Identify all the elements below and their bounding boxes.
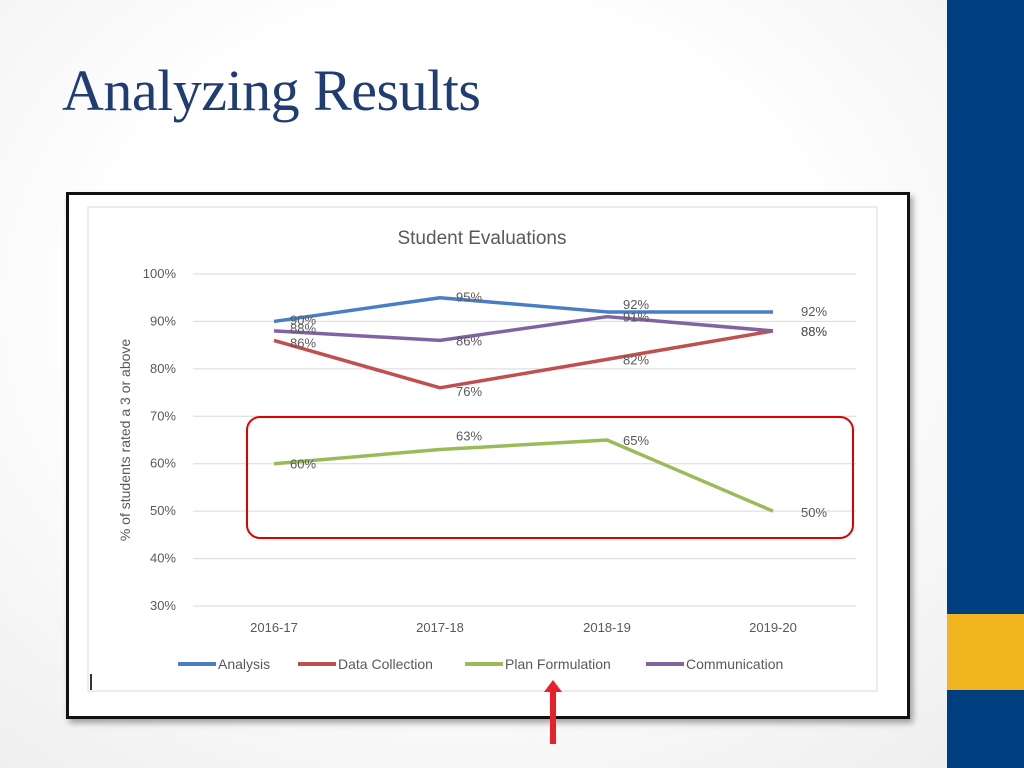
legend-label: Plan Formulation — [505, 656, 611, 672]
data-label: 86% — [290, 335, 316, 350]
series-line — [273, 438, 774, 513]
legend-label: Communication — [686, 656, 783, 672]
highlight-box — [246, 416, 854, 539]
data-label: 76% — [456, 384, 482, 399]
y-tick-label: 70% — [150, 408, 176, 423]
legend-label: Analysis — [218, 656, 270, 672]
data-label: 95% — [456, 290, 482, 305]
x-tick-label: 2018-19 — [583, 620, 631, 635]
y-tick-label: 60% — [150, 456, 176, 471]
data-label: 65% — [623, 433, 649, 448]
y-axis-label: % of students rated a 3 or above — [117, 339, 133, 542]
slide-title: Analyzing Results — [62, 58, 481, 123]
data-label: 88% — [801, 324, 827, 339]
data-label: 91% — [623, 310, 649, 325]
series-line — [273, 314, 774, 343]
red-arrow-shaft — [550, 690, 556, 744]
data-label: 92% — [623, 297, 649, 312]
data-label: 88% — [290, 321, 316, 336]
x-tick-label: 2019-20 — [749, 620, 797, 635]
series-line — [273, 329, 774, 390]
chart-area — [87, 206, 878, 692]
y-tick-label: 90% — [150, 313, 176, 328]
data-label: 63% — [456, 428, 482, 443]
series-line — [273, 295, 773, 324]
data-label: 82% — [623, 352, 649, 367]
y-tick-label: 30% — [150, 598, 176, 613]
sidebar-accent-gold — [947, 614, 1024, 690]
y-tick-label: 100% — [143, 266, 177, 281]
data-label: 50% — [801, 505, 827, 520]
data-label: 86% — [456, 333, 482, 348]
x-tick-label: 2016-17 — [250, 620, 298, 635]
legend-label: Data Collection — [338, 656, 433, 672]
red-arrow-icon — [544, 680, 562, 692]
data-label: 92% — [801, 304, 827, 319]
data-label: 90% — [290, 312, 316, 327]
data-label: 88% — [801, 324, 827, 339]
y-tick-label: 80% — [150, 361, 176, 376]
y-tick-label: 50% — [150, 503, 176, 518]
data-label: 60% — [290, 457, 316, 472]
y-tick-label: 40% — [150, 551, 176, 566]
chart-title: Student Evaluations — [397, 228, 566, 249]
x-tick-label: 2017-18 — [416, 620, 464, 635]
